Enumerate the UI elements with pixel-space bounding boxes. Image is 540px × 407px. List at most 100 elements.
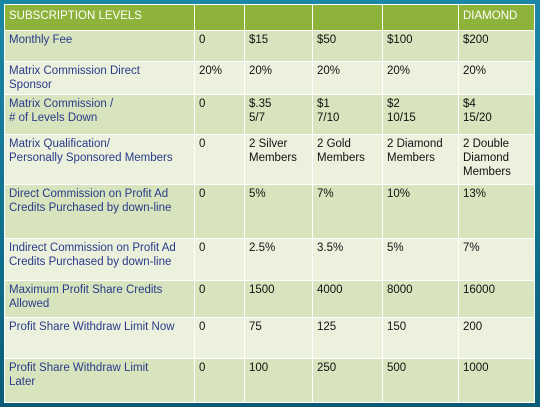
cell-value: 0 (199, 138, 206, 151)
table-cell: 0 (194, 316, 245, 360)
row-label-line: Sponsor (9, 79, 52, 92)
table-cell: $100 (382, 30, 459, 63)
row-label-line: Indirect Commission on Profit Ad (9, 242, 176, 255)
cell-value: 15/20 (463, 111, 492, 124)
header-level-cell (194, 3, 245, 32)
table-cell: $.35 5/7 (244, 93, 313, 136)
table-cell: 0 (194, 30, 245, 63)
table-cell: 20% (244, 61, 313, 95)
cell-value: $.35 (249, 97, 272, 110)
table-cell: 125 (312, 316, 383, 360)
table-cell: $4 15/20 (458, 93, 535, 136)
cell-value: 8000 (387, 284, 413, 297)
row-label-line: Profit Share Withdraw Limit (9, 362, 149, 375)
cell-value: 2 Double (463, 138, 510, 151)
table-cell: 20% (194, 61, 245, 95)
table-cell: 150 (382, 316, 459, 360)
table-row: Matrix Commission Direct Sponsor 20% 20% 20%… (4, 61, 535, 95)
table-cell: 3.5% (312, 238, 383, 282)
cell-value: 0 (199, 242, 206, 255)
table-cell: 20% (458, 61, 535, 95)
cell-value: Diamond (463, 152, 510, 165)
cell-value: 10% (387, 188, 411, 201)
cell-value: 0 (199, 188, 206, 201)
table-cell: 20% (382, 61, 459, 95)
table-row: Matrix Qualification/Personally Sponsore… (4, 134, 535, 186)
cell-value: $1 (317, 97, 330, 110)
row-label: Matrix Qualification/Personally Sponsore… (4, 134, 195, 186)
cell-value: 1000 (463, 362, 489, 375)
cell-value: 0 (199, 362, 206, 375)
cell-value: 0 (199, 97, 206, 110)
table-cell: 16000 (458, 280, 535, 318)
cell-value: 0 (199, 320, 206, 333)
table-row: Direct Commission on Profit Ad Credits Pu… (4, 184, 535, 240)
cell-value: 5% (249, 188, 266, 201)
table-row: Profit Share Withdraw Limit Later 0 100 250 5… (4, 358, 535, 403)
cell-value: 2 Silver (249, 138, 288, 151)
cell-value: 1500 (249, 284, 275, 297)
cell-value: $2 (387, 97, 400, 110)
table-cell: $200 (458, 30, 535, 63)
header-title: SUBSCRIPTION LEVELS (4, 3, 195, 32)
cell-value: 10/15 (387, 111, 416, 124)
table-cell: 2 Gold Members (312, 134, 383, 186)
cell-value: 75 (249, 320, 262, 333)
cell-value: 0 (199, 284, 206, 297)
cell-value: Members (387, 152, 435, 165)
table-row: Maximum Profit Share Credits Allowed 0 1500… (4, 280, 535, 318)
row-label-line: Monthly Fee (9, 34, 73, 47)
row-label-line: Direct Commission on Profit Ad (9, 188, 169, 201)
row-label: Indirect Commission on Profit Ad Credits … (4, 238, 195, 282)
row-label-line: Personally Sponsored Members (9, 152, 173, 165)
table-cell: 7% (312, 184, 383, 240)
row-label-line: Matrix Qualification/ (9, 138, 110, 151)
row-label: Profit Share Withdraw Limit Later (4, 358, 195, 403)
table-cell: 0 (194, 93, 245, 136)
row-label-line: Later (9, 376, 36, 389)
table-cell: 13% (458, 184, 535, 240)
cell-value: 125 (317, 320, 337, 333)
row-label: Maximum Profit Share Credits Allowed (4, 280, 195, 318)
row-label-line: Credits Purchased by down-line (9, 202, 172, 215)
table-cell: $2 10/15 (382, 93, 459, 136)
row-label-line: Maximum Profit Share Credits (9, 284, 163, 297)
cell-value: 7/10 (317, 111, 340, 124)
cell-value: 250 (317, 362, 337, 375)
cell-value: 7% (317, 188, 334, 201)
row-label: Matrix Commission / # of Levels Down (4, 93, 195, 136)
cell-value: 20% (463, 65, 487, 78)
cell-value: $200 (463, 34, 489, 47)
table-cell: 500 (382, 358, 459, 403)
row-label-line: Matrix Commission Direct (9, 65, 140, 78)
table-cell: 1500 (244, 280, 313, 318)
cell-value: Members (317, 152, 365, 165)
cell-value: Members (249, 152, 297, 165)
cell-value: 2 Diamond (387, 138, 443, 151)
table-cell: 8000 (382, 280, 459, 318)
cell-value: 100 (249, 362, 269, 375)
table-cell: 2 Diamond Members (382, 134, 459, 186)
cell-value: 500 (387, 362, 407, 375)
cell-value: 3.5% (317, 242, 344, 255)
cell-value: 0 (199, 34, 206, 47)
header-row: SUBSCRIPTION LEVELS DIAMOND (4, 3, 535, 32)
row-label-line: Allowed (9, 298, 50, 311)
table-cell: 0 (194, 238, 245, 282)
cell-value: 2 Gold (317, 138, 351, 151)
table-cell: 10% (382, 184, 459, 240)
subscription-levels-table: SUBSCRIPTION LEVELS DIAMOND Monthly Fee 0… (4, 3, 535, 403)
cell-value: 2.5% (249, 242, 276, 255)
table-row: Profit Share Withdraw Limit Now 0 75 125 150… (4, 316, 535, 360)
table-cell: 5% (244, 184, 313, 240)
cell-value: Members (463, 166, 511, 179)
table-cell: $1 7/10 (312, 93, 383, 136)
row-label: Matrix Commission Direct Sponsor (4, 61, 195, 95)
cell-value: 200 (463, 320, 483, 333)
table-row: Monthly Fee 0 $15 $50 $100 $200 (4, 30, 535, 63)
cell-value: $100 (387, 34, 413, 47)
table-cell: $50 (312, 30, 383, 63)
table-cell: 0 (194, 184, 245, 240)
table-cell: 2 Silver Members (244, 134, 313, 186)
table-row: Indirect Commission on Profit Ad Credits … (4, 238, 535, 282)
